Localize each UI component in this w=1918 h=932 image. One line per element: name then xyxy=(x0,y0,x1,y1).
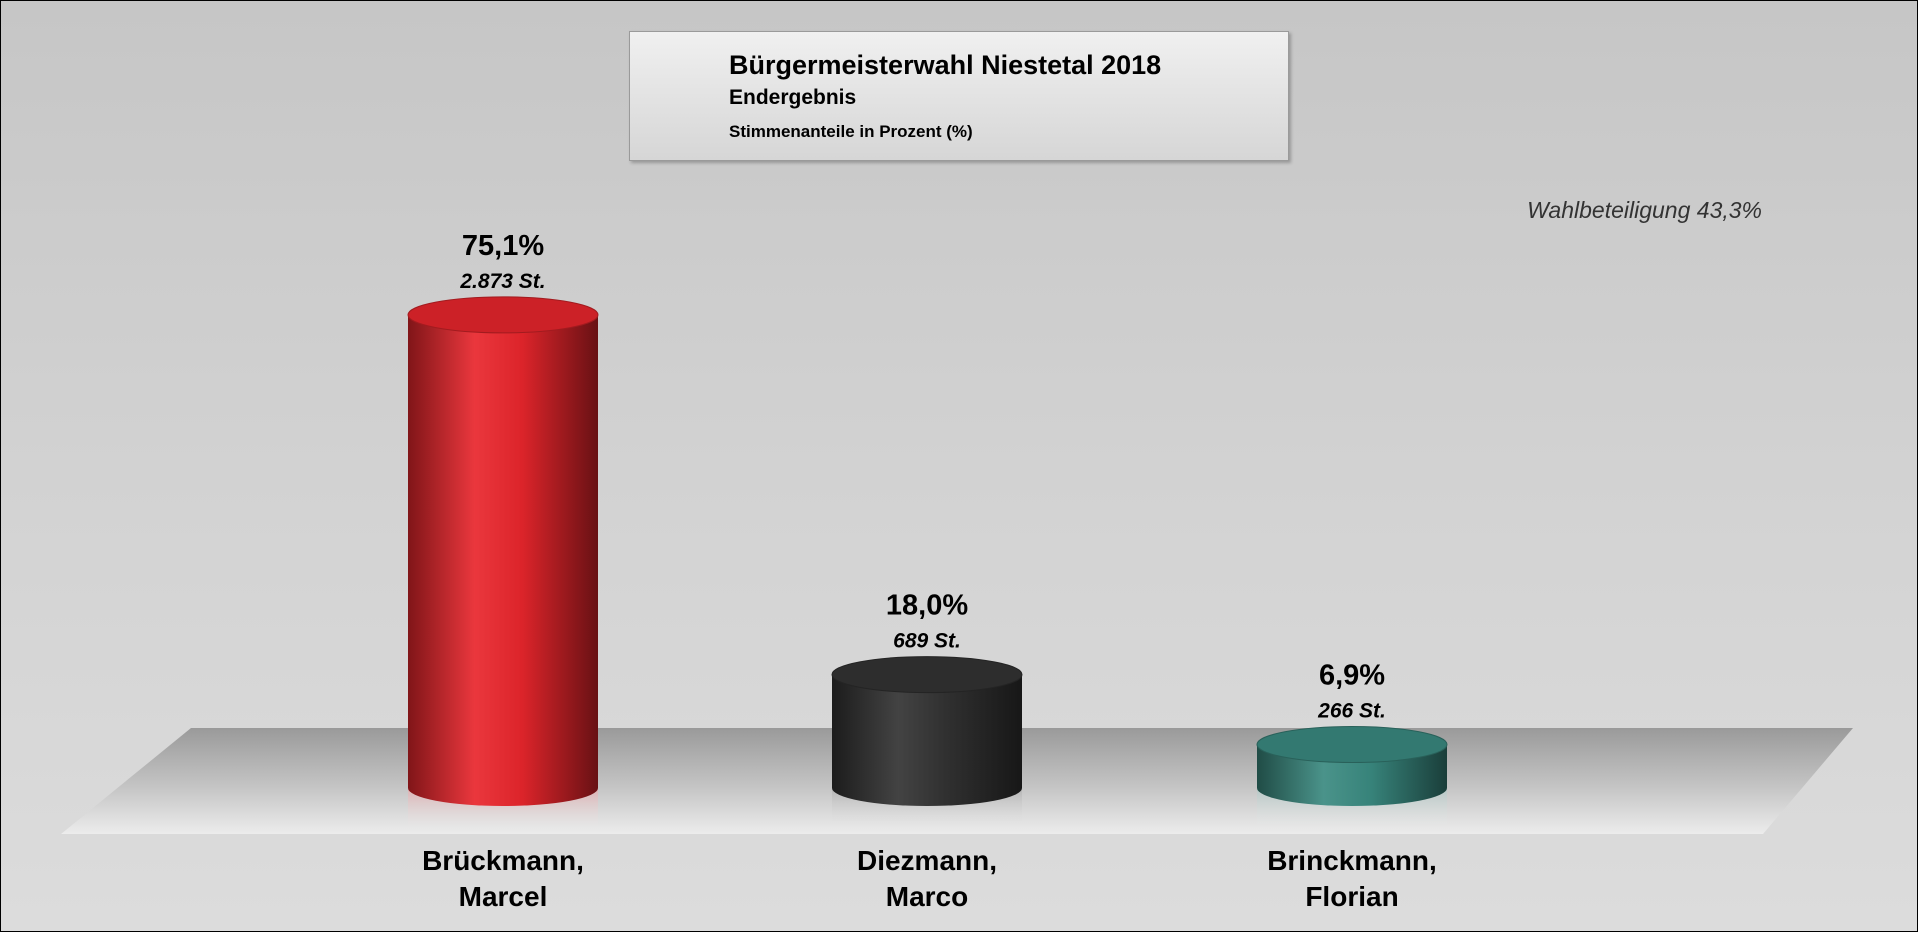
data-label-percent: 6,9% xyxy=(1319,660,1385,692)
data-label-votes: 2.873 St. xyxy=(459,270,545,293)
bar-top-2 xyxy=(831,656,1023,694)
category-label-line2: Marcel xyxy=(459,881,548,912)
category-label-line2: Marco xyxy=(886,881,968,912)
data-label-votes: 689 St. xyxy=(893,630,961,653)
category-label-line1: Diezmann, xyxy=(857,845,997,876)
category-label-line1: Brückmann, xyxy=(422,845,584,876)
data-label-percent: 75,1% xyxy=(462,230,544,262)
chart-title-box: Bürgermeisterwahl Niestetal 2018 Enderge… xyxy=(629,31,1289,161)
chart-title: Bürgermeisterwahl Niestetal 2018 xyxy=(729,50,1162,80)
chart-note: Stimmenanteile in Prozent (%) xyxy=(729,122,973,141)
category-label-line1: Brinckmann, xyxy=(1267,845,1437,876)
bar-top-1 xyxy=(407,296,599,334)
bar-2 xyxy=(832,674,1022,806)
chart-subtitle: Endergebnis xyxy=(729,86,857,109)
bar-top-3 xyxy=(1256,726,1448,764)
bar-1 xyxy=(408,314,598,806)
category-label-line2: Florian xyxy=(1305,881,1398,912)
data-label-votes: 266 St. xyxy=(1317,700,1386,723)
data-label-percent: 18,0% xyxy=(886,590,968,622)
turnout-annotation: Wahlbeteiligung 43,3% xyxy=(1527,197,1762,223)
